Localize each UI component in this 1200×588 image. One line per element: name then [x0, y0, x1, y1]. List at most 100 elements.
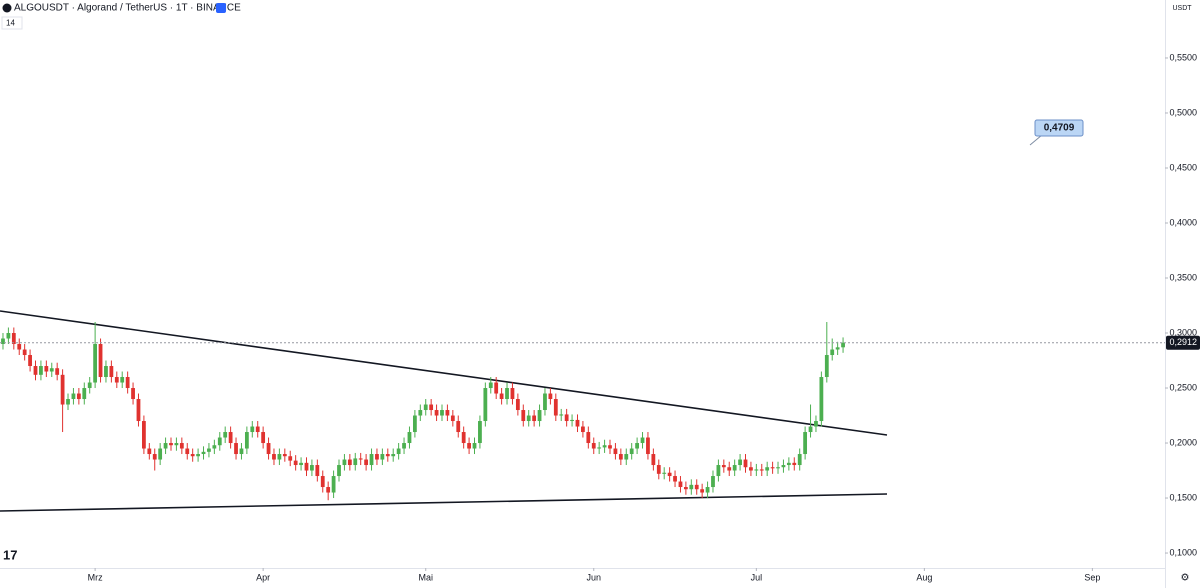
- candle-body: [6, 333, 11, 339]
- candle-body: [429, 404, 434, 411]
- candle-body: [190, 454, 195, 457]
- x-tick-label: Sep: [1084, 572, 1100, 582]
- candle-body: [515, 399, 520, 411]
- last-price-label: 0,2912: [1169, 337, 1197, 347]
- y-tick-label: 0,2500: [1169, 382, 1197, 392]
- candle-body: [673, 476, 677, 482]
- y-tick-label: 0,4500: [1169, 162, 1197, 172]
- candle-body: [87, 382, 92, 389]
- candle-body: [310, 465, 314, 471]
- candle-body: [266, 443, 271, 455]
- candle-body: [635, 443, 640, 449]
- x-tick-label: Mai: [418, 572, 433, 582]
- candle-body: [694, 484, 699, 490]
- candle-body: [49, 368, 54, 372]
- candle-body: [711, 476, 715, 488]
- candle-body: [380, 454, 385, 460]
- candle-body: [407, 432, 412, 444]
- y-tick-label: 0,1500: [1169, 492, 1197, 502]
- candle-body: [66, 399, 70, 405]
- candle-body: [152, 454, 157, 460]
- y-tick-label: 0,4000: [1169, 217, 1197, 227]
- annotation-box: [1034, 119, 1084, 137]
- candle-body: [570, 419, 574, 422]
- candle-body: [440, 410, 444, 416]
- candle-body: [76, 393, 81, 400]
- candle-body: [803, 432, 808, 455]
- candle-body: [147, 448, 152, 455]
- candle-body: [483, 388, 488, 422]
- candle-body: [786, 462, 791, 466]
- candle-body: [819, 377, 824, 422]
- symbol-icon: [2, 3, 12, 13]
- candle-body: [808, 426, 813, 433]
- indicator-box[interactable]: [1, 16, 23, 30]
- candle-body: [299, 462, 303, 466]
- x-tick-label: Jun: [586, 572, 601, 582]
- candle-body: [60, 374, 65, 405]
- candle-body: [781, 465, 786, 468]
- candle-body: [651, 454, 656, 466]
- candle-body: [667, 472, 672, 477]
- candle-body: [759, 469, 764, 471]
- candle-body: [255, 426, 260, 433]
- candle-body: [33, 366, 38, 375]
- candle-body: [250, 426, 255, 433]
- candle-body: [418, 410, 423, 416]
- candle-body: [331, 476, 336, 493]
- candle-body: [1, 338, 5, 345]
- candle-body: [179, 443, 184, 449]
- candle-body: [364, 459, 369, 466]
- candle-body: [505, 388, 509, 400]
- candle-body: [136, 399, 141, 422]
- candle-body: [125, 377, 130, 389]
- candle-body: [543, 393, 547, 411]
- x-tick-label: Apr: [256, 572, 270, 582]
- candle-body: [683, 487, 688, 490]
- candle-body: [814, 421, 818, 427]
- candle-body: [342, 459, 347, 466]
- indicator-label: 14: [6, 19, 15, 28]
- candle-body: [624, 454, 629, 460]
- candle-body: [456, 421, 461, 433]
- candle-body: [478, 421, 482, 444]
- candle-body: [109, 366, 114, 378]
- candle-body: [93, 344, 98, 383]
- candle-body: [499, 393, 504, 400]
- candle-body: [391, 454, 396, 457]
- candle-body: [597, 447, 602, 449]
- candle-body: [488, 382, 493, 389]
- candle-body: [521, 410, 526, 422]
- candle-body: [532, 415, 537, 422]
- candle-body: [17, 344, 22, 350]
- candle-body: [835, 347, 840, 350]
- candle-body: [689, 484, 694, 490]
- candle-body: [228, 432, 233, 444]
- candle-body: [678, 481, 683, 488]
- candle-body: [142, 421, 146, 449]
- x-tick-label: Mrz: [88, 572, 103, 582]
- candle-body: [770, 467, 775, 469]
- candle-body: [608, 445, 612, 449]
- candle-body: [586, 432, 591, 444]
- candle-body: [792, 462, 797, 466]
- candle-body: [548, 393, 553, 400]
- candle-body: [244, 432, 249, 449]
- candle-body: [44, 366, 49, 372]
- candle-body: [71, 393, 76, 400]
- settings-icon[interactable]: ⚙: [1181, 573, 1190, 584]
- candle-body: [581, 426, 585, 433]
- y-tick-label: 0,5500: [1169, 52, 1197, 62]
- candle-body: [212, 445, 217, 449]
- candle-body: [375, 454, 379, 460]
- candle-body: [656, 465, 661, 474]
- candle-body: [629, 448, 634, 455]
- candle-body: [732, 465, 737, 471]
- candle-body: [353, 458, 358, 466]
- candle-body: [526, 415, 531, 422]
- candle-body: [445, 410, 450, 416]
- candle-body: [776, 467, 780, 469]
- candle-body: [591, 443, 596, 449]
- candle-body: [461, 432, 466, 444]
